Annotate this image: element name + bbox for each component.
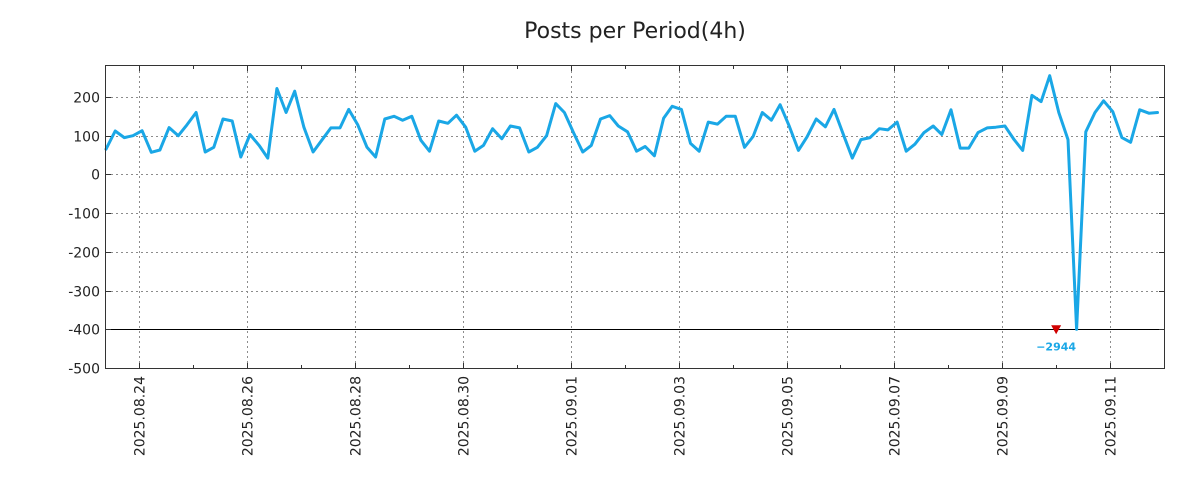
min-marker-icon	[1051, 325, 1062, 335]
x-tick-label: 2025.09.05	[781, 376, 797, 456]
x-tick-label: 2025.08.28	[349, 376, 365, 456]
series-layer	[104, 74, 1159, 331]
x-tick-label: 2025.09.07	[888, 376, 904, 456]
x-tick-label: 2025.08.30	[457, 376, 473, 456]
y-tick-label: 200	[73, 91, 100, 107]
y-tick-label: -100	[68, 207, 100, 223]
y-tick-label: 100	[73, 130, 100, 146]
chart-title: Posts per Period(4h)	[524, 19, 746, 44]
x-tick-label: 2025.08.26	[241, 376, 257, 456]
y-tick-label: -300	[68, 285, 100, 301]
plot-frame	[105, 65, 1165, 369]
y-tick-label: -500	[68, 362, 100, 378]
min-annotation-label: −2944	[1036, 340, 1076, 353]
x-axis: 2025.08.24 2025.08.26 2025.08.28 2025.08.30…	[133, 66, 1165, 456]
x-tick-label: 2025.09.11	[1104, 376, 1120, 456]
series-line-posts	[104, 74, 1159, 331]
x-tick-label: 2025.09.01	[565, 376, 581, 456]
y-tick-label: -400	[68, 323, 100, 339]
y-axis: -500 -400 -300 -200 -100 0 100 200	[68, 91, 1164, 378]
grid-layer	[106, 66, 1164, 369]
y-tick-label: 0	[91, 168, 100, 184]
marker-layer: −2944	[1036, 325, 1076, 353]
x-tick-label: 2025.09.09	[996, 376, 1012, 456]
y-tick-label: -200	[68, 246, 100, 262]
x-tick-label: 2025.09.03	[673, 376, 689, 456]
x-tick-label: 2025.08.24	[133, 376, 149, 456]
